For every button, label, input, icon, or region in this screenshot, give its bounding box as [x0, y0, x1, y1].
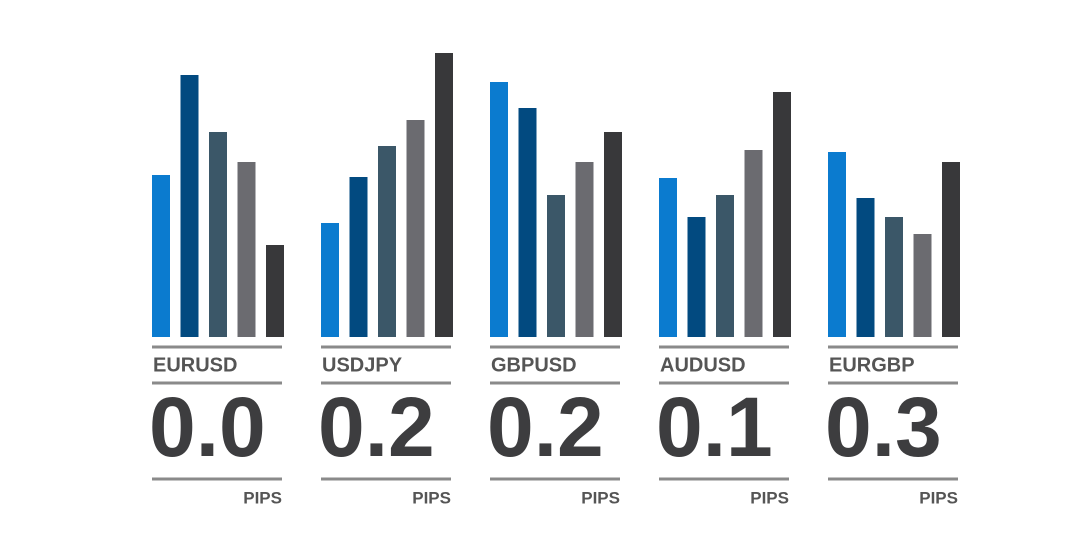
- spread-value: 0.1: [656, 380, 773, 474]
- pair-label: EURUSD: [153, 354, 237, 376]
- bar: [237, 162, 256, 337]
- bar: [378, 146, 396, 337]
- unit-label: PIPS: [919, 488, 958, 507]
- unit-label: PIPS: [750, 488, 789, 507]
- bar: [856, 198, 875, 337]
- bar: [604, 132, 622, 337]
- bar: [687, 217, 706, 337]
- bar: [321, 223, 339, 337]
- bar: [209, 132, 227, 337]
- bar: [406, 120, 425, 337]
- bar: [885, 217, 903, 337]
- unit-label: PIPS: [412, 488, 451, 507]
- bar: [518, 108, 537, 337]
- bar: [266, 245, 284, 337]
- bar: [659, 178, 677, 337]
- spread-value: 0.0: [149, 380, 266, 474]
- bar: [180, 75, 199, 337]
- bar: [575, 162, 594, 337]
- bar: [490, 82, 508, 337]
- bar: [828, 152, 846, 337]
- spread-value: 0.2: [487, 380, 604, 474]
- bar: [547, 195, 565, 337]
- spread-value: 0.2: [318, 380, 435, 474]
- bar: [435, 53, 453, 337]
- bar: [942, 162, 960, 337]
- unit-label: PIPS: [581, 488, 620, 507]
- spread-value: 0.3: [825, 380, 942, 474]
- unit-label: PIPS: [243, 488, 282, 507]
- bar: [744, 150, 763, 337]
- bar: [716, 195, 734, 337]
- pair-label: GBPUSD: [491, 354, 577, 376]
- bar: [152, 175, 170, 337]
- bar: [349, 177, 368, 337]
- pair-label: USDJPY: [322, 354, 403, 376]
- pair-label: EURGBP: [829, 354, 915, 376]
- bar: [913, 234, 932, 337]
- pair-label: AUDUSD: [660, 354, 746, 376]
- bar: [773, 92, 791, 337]
